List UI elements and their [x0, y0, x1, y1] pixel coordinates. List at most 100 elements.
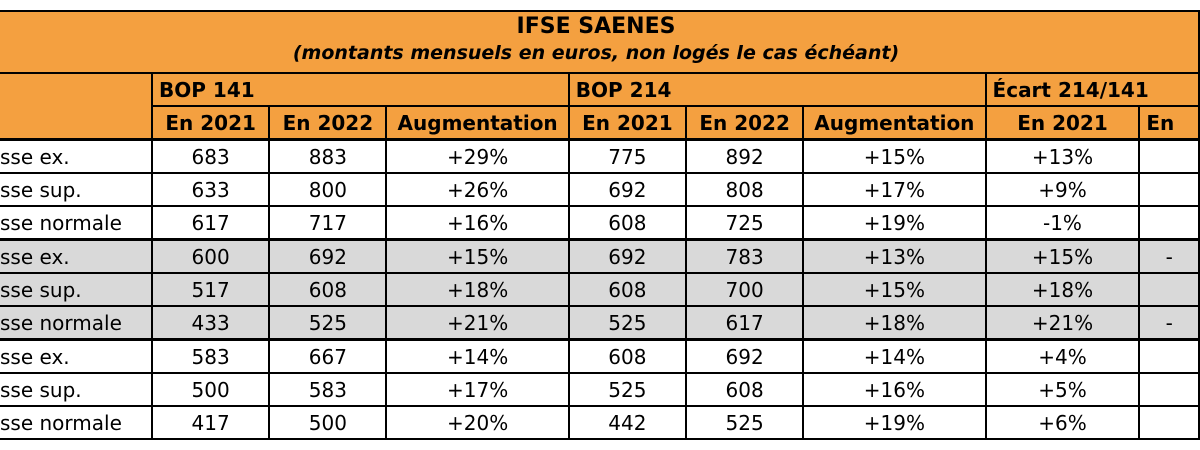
value-cell-ecart-2021: +21% — [984, 305, 1141, 341]
value-cell-b214-2021: 692 — [567, 238, 688, 274]
row-label-cell: sse normale — [0, 305, 154, 341]
group-header-bop214: BOP 214 — [567, 72, 987, 107]
value-cell-ecart-2021: +6% — [984, 405, 1141, 440]
col-header-bop141-2022: En 2022 — [268, 105, 388, 141]
value-cell-b141-aug: +16% — [385, 205, 570, 241]
col-header-bop141-augmentation: Augmentation — [385, 105, 570, 141]
row-label-cell: sse ex. — [0, 138, 154, 174]
value-cell-ecart-next — [1138, 338, 1200, 374]
table-row: sse ex. 583 667 +14% 608 692 +14% +4% — [0, 338, 1200, 374]
value-cell-b141-2022: 583 — [268, 372, 388, 407]
value-cell-b214-aug: +14% — [802, 338, 987, 374]
value-cell-ecart-next: - — [1138, 238, 1200, 274]
table-row: sse normale 433 525 +21% 525 617 +18% +21% - — [0, 305, 1200, 341]
value-cell-b214-2021: 608 — [567, 205, 688, 241]
row-label-cell: sse ex. — [0, 338, 154, 374]
value-cell-ecart-next — [1138, 172, 1200, 207]
value-cell-b141-aug: +26% — [385, 172, 570, 207]
value-cell-b141-2022: 883 — [268, 138, 388, 174]
value-cell-b214-2021: 525 — [567, 305, 688, 341]
value-cell-b141-aug: +18% — [385, 272, 570, 307]
value-cell-b141-2021: 633 — [151, 172, 271, 207]
row-label-cell: sse normale — [0, 405, 154, 440]
value-cell-ecart-2021: +9% — [984, 172, 1141, 207]
table-subtitle: (montants mensuels en euros, non logés l… — [292, 42, 900, 64]
value-cell-b141-2021: 433 — [151, 305, 271, 341]
value-cell-b214-2022: 608 — [684, 372, 805, 407]
value-cell-b214-aug: +19% — [802, 205, 987, 241]
value-cell-b141-2022: 608 — [268, 272, 388, 307]
table-row: sse ex. 683 883 +29% 775 892 +15% +13% — [0, 138, 1200, 174]
value-cell-b141-2021: 583 — [151, 338, 271, 374]
table-row: sse ex. 600 692 +15% 692 783 +13% +15% - — [0, 238, 1200, 274]
value-cell-b214-aug: +17% — [802, 172, 987, 207]
value-cell-b214-2022: 525 — [684, 405, 805, 440]
table-body: sse ex. 683 883 +29% 775 892 +15% +13% sse sup. 6… — [0, 138, 1200, 440]
row-label-cell: sse normale — [0, 205, 154, 241]
value-cell-b214-2022: 700 — [684, 272, 805, 307]
value-cell-b141-2021: 500 — [151, 372, 271, 407]
col-header-bop141-2021: En 2021 — [151, 105, 271, 141]
col-header-ecart-2021: En 2021 — [984, 105, 1141, 141]
value-cell-b141-2022: 667 — [268, 338, 388, 374]
value-cell-b214-2022: 617 — [684, 305, 805, 341]
col-header-bop214-augmentation: Augmentation — [802, 105, 987, 141]
value-cell-b214-2021: 442 — [567, 405, 688, 440]
value-cell-ecart-2021: +15% — [984, 238, 1141, 274]
value-cell-b214-aug: +18% — [802, 305, 987, 341]
value-cell-b214-aug: +19% — [802, 405, 987, 440]
value-cell-b141-2022: 717 — [268, 205, 388, 241]
group-header-bop141: BOP 141 — [151, 72, 570, 107]
value-cell-b141-2021: 517 — [151, 272, 271, 307]
value-cell-ecart-2021: +18% — [984, 272, 1141, 307]
value-cell-ecart-next: - — [1138, 305, 1200, 341]
value-cell-ecart-2021: +13% — [984, 138, 1141, 174]
value-cell-b141-2022: 800 — [268, 172, 388, 207]
value-cell-ecart-2021: +5% — [984, 372, 1141, 407]
value-cell-b214-aug: +15% — [802, 138, 987, 174]
value-cell-b214-2021: 608 — [567, 272, 688, 307]
salary-table-sheet: IFSE SAENES (montants mensuels en euros,… — [0, 10, 1200, 440]
col-header-ecart-next: En — [1138, 105, 1200, 141]
table-row: sse normale 417 500 +20% 442 525 +19% +6% — [0, 405, 1200, 440]
value-cell-b214-2022: 783 — [684, 238, 805, 274]
col-header-bop214-2021: En 2021 — [567, 105, 688, 141]
value-cell-b214-2021: 692 — [567, 172, 688, 207]
value-cell-b141-2021: 683 — [151, 138, 271, 174]
value-cell-b141-aug: +14% — [385, 338, 570, 374]
value-cell-b141-aug: +17% — [385, 372, 570, 407]
value-cell-b214-aug: +13% — [802, 238, 987, 274]
table-row: sse normale 617 717 +16% 608 725 +19% -1% — [0, 205, 1200, 241]
value-cell-b214-2022: 892 — [684, 138, 805, 174]
value-cell-b214-2022: 808 — [684, 172, 805, 207]
value-cell-b214-2021: 608 — [567, 338, 688, 374]
value-cell-ecart-next — [1138, 405, 1200, 440]
col-header-bop214-2022: En 2022 — [684, 105, 805, 141]
group-header-ecart: Écart 214/141 — [984, 72, 1200, 107]
value-cell-b141-2021: 417 — [151, 405, 271, 440]
value-cell-ecart-next — [1138, 372, 1200, 407]
value-cell-b141-2021: 600 — [151, 238, 271, 274]
value-cell-b214-2021: 525 — [567, 372, 688, 407]
table-row: sse sup. 500 583 +17% 525 608 +16% +5% — [0, 372, 1200, 407]
value-cell-ecart-2021: -1% — [984, 205, 1141, 241]
value-cell-b214-aug: +15% — [802, 272, 987, 307]
value-cell-b141-aug: +15% — [385, 238, 570, 274]
value-cell-ecart-next — [1138, 138, 1200, 174]
table-row: sse sup. 633 800 +26% 692 808 +17% +9% — [0, 172, 1200, 207]
value-cell-b141-2022: 500 — [268, 405, 388, 440]
value-cell-ecart-next — [1138, 205, 1200, 241]
row-label-cell: sse sup. — [0, 272, 154, 307]
value-cell-b141-2022: 692 — [268, 238, 388, 274]
table-title-cell: IFSE SAENES (montants mensuels en euros,… — [0, 10, 1200, 74]
corner-header-cell — [0, 72, 154, 141]
row-label-cell: sse ex. — [0, 238, 154, 274]
value-cell-b141-aug: +21% — [385, 305, 570, 341]
value-cell-b214-aug: +16% — [802, 372, 987, 407]
value-cell-b141-2021: 617 — [151, 205, 271, 241]
value-cell-b141-2022: 525 — [268, 305, 388, 341]
value-cell-b214-2022: 692 — [684, 338, 805, 374]
table-row: sse sup. 517 608 +18% 608 700 +15% +18% — [0, 272, 1200, 307]
value-cell-b141-aug: +29% — [385, 138, 570, 174]
value-cell-b214-2021: 775 — [567, 138, 688, 174]
